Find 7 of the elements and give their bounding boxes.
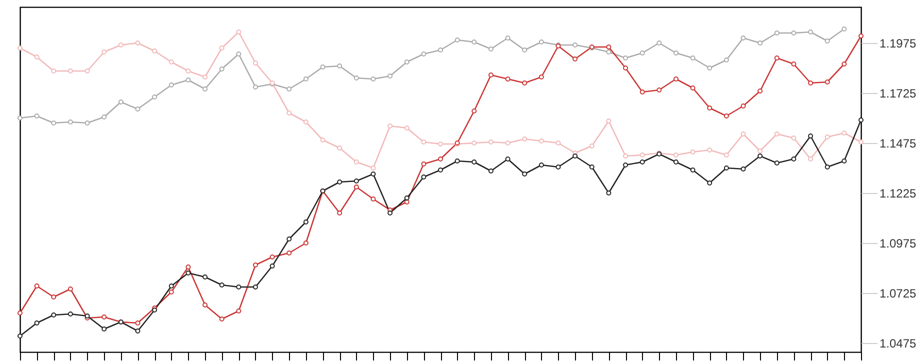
y-tick-label: 1.0725 <box>880 286 917 300</box>
y-tick-label: 1.1975 <box>880 36 917 50</box>
y-tick-label: 1.0475 <box>880 336 917 350</box>
y-tick-label: 1.1225 <box>880 186 917 200</box>
y-tick-label: 1.1475 <box>880 136 917 150</box>
y-tick-label: 1.0975 <box>880 236 917 250</box>
y-tick-label: 1.1725 <box>880 86 917 100</box>
